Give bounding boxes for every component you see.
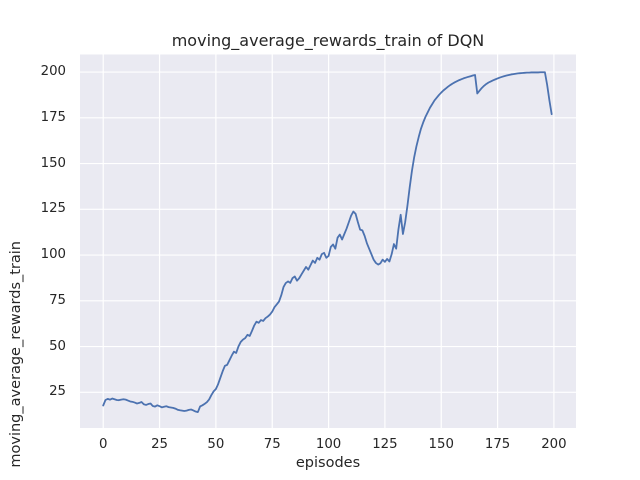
x-tick-label: 125 (372, 437, 398, 452)
y-tick-label: 25 (49, 384, 66, 400)
data-line-dqn (102, 71, 553, 413)
x-tick-label: 150 (428, 437, 454, 452)
x-tick-label: 100 (315, 437, 342, 452)
y-tick-label: 125 (40, 201, 66, 217)
x-tick-label: 50 (207, 437, 225, 452)
x-tick-label: 175 (484, 437, 511, 452)
chart-title: moving_average_rewards_train of DQN (171, 31, 485, 50)
y-tick-label: 50 (49, 338, 66, 354)
y-tick-label: 150 (40, 155, 66, 171)
x-axis-label: episodes (295, 455, 361, 471)
x-tick-label: 200 (541, 437, 567, 452)
x-tick-label: 25 (151, 437, 169, 452)
y-tick-label: 175 (40, 109, 66, 125)
y-tick-label: 75 (49, 292, 66, 308)
x-tick-label: 0 (98, 437, 108, 452)
y-tick-label: 200 (40, 64, 66, 80)
x-tick-label: 75 (263, 437, 281, 452)
y-tick-label: 100 (40, 247, 66, 263)
